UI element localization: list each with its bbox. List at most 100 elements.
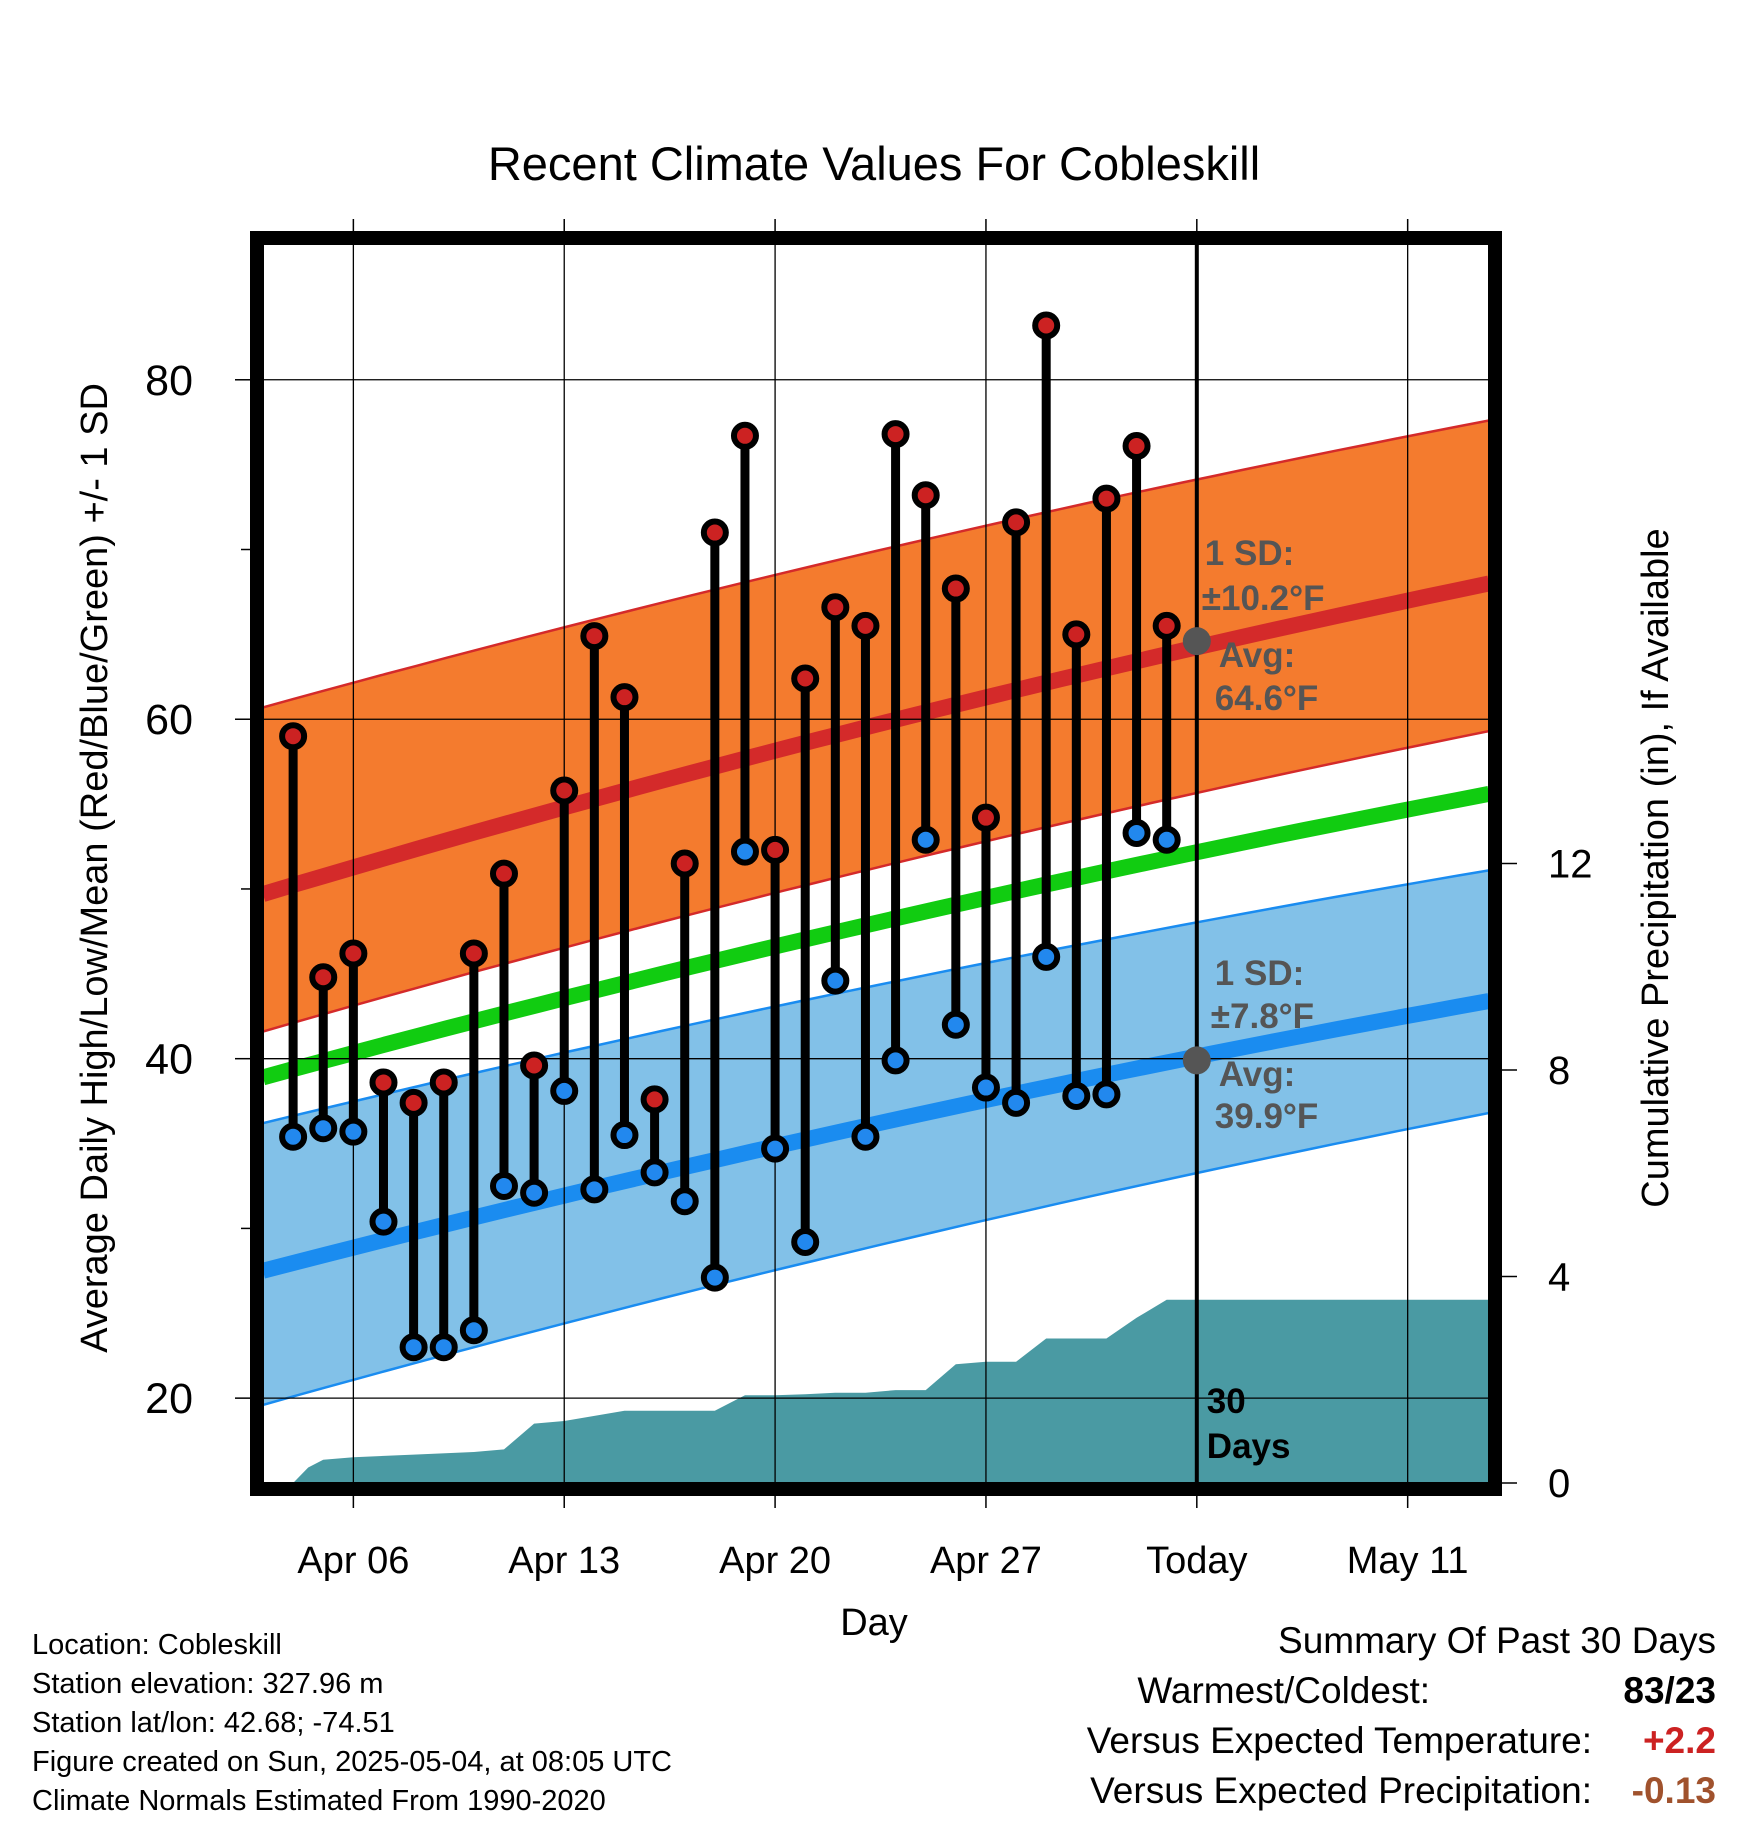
normal-high-line [263,575,1489,902]
daily-high-point [1152,611,1181,640]
precip-area [263,1299,1489,1483]
daily-low-point [580,1175,609,1204]
daily-high-point [700,518,729,547]
x-tick-label: Apr 13 [508,1540,620,1582]
daily-high-point [1032,311,1061,340]
daily-low-point [911,825,940,854]
low-sd-upper-edge [263,869,1489,1125]
daily-low-point [1092,1080,1121,1109]
daily-high-point [1002,508,1031,537]
y2-tick-label: 0 [1548,1462,1570,1506]
daily-low-point [1002,1088,1031,1117]
x-tick-label: Apr 06 [297,1540,409,1582]
x-tick-label: May 11 [1347,1540,1469,1582]
days-label: Days [1207,1427,1291,1466]
daily-low-point [700,1263,729,1292]
station-elevation: Station elevation: 327.96 m [32,1668,384,1700]
today-avg-low-marker [1182,1046,1211,1075]
daily-high-point [640,1085,669,1114]
daily-high-point [851,611,880,640]
low-sd-value: ±7.8°F [1211,997,1314,1036]
station-latlon: Station lat/lon: 42.68; -74.51 [32,1707,395,1739]
y-tick-label: 60 [145,696,193,744]
daily-low-point [279,1122,308,1151]
daily-low-point [550,1076,579,1105]
daily-high-point [429,1068,458,1097]
y2-tick-label: 4 [1548,1256,1570,1300]
high-avg-value: 64.6°F [1215,679,1319,718]
axes: Apr 06 Apr 13 Apr 20 Apr 27 Today May 1120406… [145,219,1593,1582]
daily-high-point [821,593,850,622]
daily-high-point [610,683,639,712]
daily-high-point [369,1068,398,1097]
low-avg-label: Avg: [1219,1055,1295,1094]
y2-axis-label: Cumulative Precipitation (in), If Availa… [1635,528,1677,1207]
x-tick-label: Apr 27 [930,1540,1042,1582]
daily-low-point [339,1117,368,1146]
days-count-label: 30 [1207,1382,1246,1421]
temp-versus-label: Versus Expected Temperature: [1086,1720,1592,1761]
daily-low-point [851,1122,880,1151]
y-axis-label: Average Daily High/Low/Mean (Red/Blue/Gr… [74,383,116,1353]
daily-low-point [309,1114,338,1143]
precip-versus-label: Versus Expected Precipitation: [1090,1770,1592,1811]
climate-normals-note: Climate Normals Estimated From 1990-2020 [32,1785,606,1817]
daily-low-point [369,1207,398,1236]
daily-low-point [670,1187,699,1216]
x-tick-label: Today [1146,1540,1247,1582]
low-avg-value: 39.9°F [1215,1097,1319,1136]
low-sd-label: 1 SD: [1215,954,1304,993]
y-tick-label: 20 [145,1375,193,1423]
x-axis-label: Day [840,1602,908,1644]
precip-versus-value: -0.13 [1631,1770,1716,1811]
daily-high-point [279,722,308,751]
daily-low-point [1032,942,1061,971]
y-tick-label: 80 [145,357,193,405]
high-sd-upper-edge [263,419,1489,709]
daily-low-point [459,1316,488,1345]
normal-mean-line [263,786,1489,1086]
daily-high-point [730,421,759,450]
daily-high-point [489,859,518,888]
daily-high-point [1092,484,1121,513]
high-sd-label: 1 SD: [1205,534,1294,573]
daily-high-point [580,622,609,651]
y-tick-label: 40 [145,1036,193,1084]
station-location: Location: Cobleskill [32,1629,282,1661]
daily-low-point [640,1158,669,1187]
figure-created: Figure created on Sun, 2025-05-04, at 08… [32,1746,672,1778]
daily-low-point [971,1073,1000,1102]
warmest-coldest-value: 83/23 [1623,1670,1716,1711]
daily-low-point [520,1178,549,1207]
low-sd-lower-edge [263,1111,1489,1407]
high-sd-value: ±10.2°F [1202,579,1325,618]
daily-low-point [1122,818,1151,847]
y2-tick-label: 8 [1548,1049,1570,1093]
daily-low-point [1152,825,1181,854]
daily-low-point [730,837,759,866]
x-tick-label: Apr 20 [719,1540,831,1582]
daily-high-point [1062,620,1091,649]
y2-tick-label: 12 [1548,843,1593,887]
daily-low-point [881,1046,910,1075]
daily-low-point [941,1010,970,1039]
summary-title: Summary Of Past 30 Days [1278,1620,1716,1661]
daily-high-point [550,776,579,805]
daily-low-point [429,1333,458,1362]
daily-high-point [941,574,970,603]
daily-high-point [791,664,820,693]
daily-low-point [761,1134,790,1163]
today-avg-high-marker [1182,627,1211,656]
warmest-coldest-label: Warmest/Coldest: [1137,1670,1430,1711]
temp-versus-value: +2.2 [1642,1720,1716,1761]
daily-high-point [971,803,1000,832]
daily-high-point [911,481,940,510]
daily-low-point [489,1171,518,1200]
daily-low-point [1062,1082,1091,1111]
daily-high-point [399,1088,428,1117]
high-sd-lower-edge [263,729,1489,1033]
normal-low-line [263,993,1489,1279]
daily-high-point [670,849,699,878]
